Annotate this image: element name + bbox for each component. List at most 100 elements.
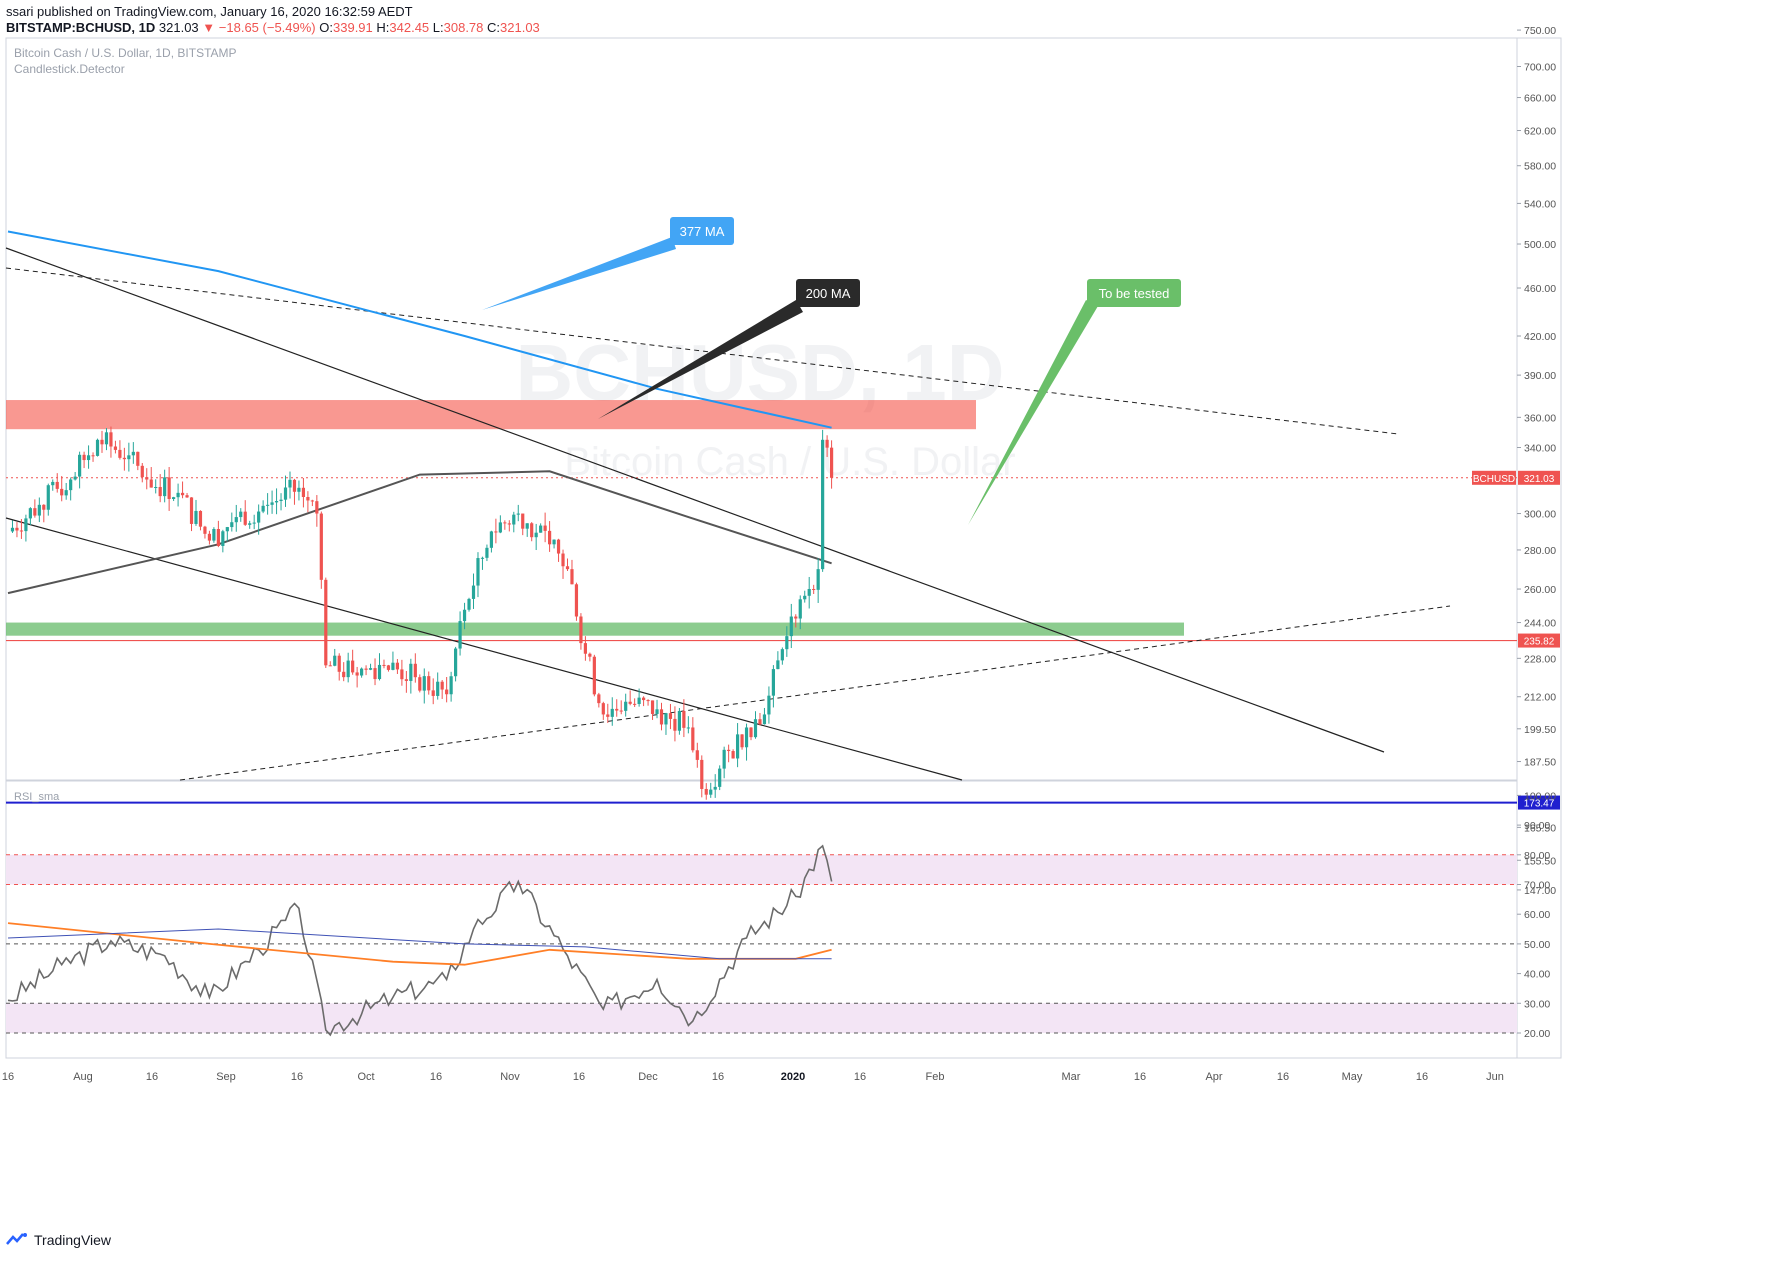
time-axis-label: Oct bbox=[357, 1071, 374, 1083]
price-axis-label: 750.00 bbox=[1524, 25, 1556, 37]
candle-body bbox=[807, 588, 811, 596]
price-axis-label: 580.00 bbox=[1524, 161, 1556, 173]
time-axis-label: 16 bbox=[1416, 1071, 1428, 1083]
candle-body bbox=[306, 496, 310, 501]
close-label: C: bbox=[487, 20, 501, 35]
publish-info: ssari published on TradingView.com, Janu… bbox=[6, 4, 413, 19]
candle-body bbox=[597, 694, 601, 704]
price-axis-label: 460.00 bbox=[1524, 283, 1556, 295]
ma-200-callout-pointer bbox=[598, 300, 803, 419]
candle-body bbox=[328, 665, 332, 667]
time-axis-label: Jun bbox=[1486, 1071, 1504, 1083]
candle-body bbox=[167, 477, 171, 499]
candle-body bbox=[274, 501, 279, 503]
price-axis-label: 660.00 bbox=[1524, 93, 1556, 105]
price-axis-label: 187.50 bbox=[1524, 757, 1556, 769]
candle-body bbox=[436, 681, 440, 696]
candle-body bbox=[606, 714, 610, 717]
candle-body bbox=[816, 569, 820, 590]
candle-body bbox=[42, 504, 46, 510]
rsi-axis-label: 100.00 bbox=[1524, 790, 1556, 802]
candle-body bbox=[498, 522, 502, 533]
candle-body bbox=[530, 523, 534, 538]
candle-body bbox=[507, 523, 511, 525]
candle-body bbox=[521, 513, 525, 529]
price-axis-frame bbox=[1516, 37, 1562, 1059]
candle-body bbox=[454, 648, 458, 677]
candle-body bbox=[319, 513, 323, 580]
candle-body bbox=[673, 718, 677, 731]
price-axis-label: 620.00 bbox=[1524, 126, 1556, 138]
candle-body bbox=[731, 751, 735, 759]
price-axis-label: 228.00 bbox=[1524, 653, 1556, 665]
candle-body bbox=[212, 529, 216, 541]
candle-body bbox=[198, 510, 203, 527]
candle-body bbox=[109, 432, 113, 447]
price-axis-label: 540.00 bbox=[1524, 198, 1556, 210]
rsi-axis-label: 90.00 bbox=[1524, 820, 1550, 832]
candle-body bbox=[37, 504, 41, 516]
price-axis-label: 260.00 bbox=[1524, 584, 1556, 596]
candle-body bbox=[180, 492, 185, 496]
time-axis-label: 16 bbox=[146, 1071, 158, 1083]
rsi-axis-label: 20.00 bbox=[1524, 1028, 1550, 1040]
candle-body bbox=[395, 662, 400, 670]
candle-body bbox=[650, 700, 655, 714]
candle-body bbox=[95, 439, 100, 456]
candle-body bbox=[82, 454, 86, 461]
candle-body bbox=[655, 709, 659, 714]
ohlc-line: BITSTAMP:BCHUSD, 1D 321.03 ▼ −18.65 (−5.… bbox=[6, 20, 540, 36]
price-axis-tag: 235.82 bbox=[1524, 637, 1555, 648]
candle-body bbox=[364, 668, 368, 670]
tradingview-footer[interactable]: TradingView bbox=[6, 1232, 111, 1248]
rsi-axis-label: 70.00 bbox=[1524, 880, 1550, 892]
price-axis-label: 360.00 bbox=[1524, 412, 1556, 424]
candle-body bbox=[789, 616, 793, 637]
candle-body bbox=[467, 598, 471, 610]
candle-body bbox=[100, 439, 104, 445]
price-axis-label: 199.50 bbox=[1524, 724, 1556, 736]
candle-body bbox=[51, 481, 55, 486]
time-axis-label: May bbox=[1342, 1071, 1363, 1083]
time-axis-label: 16 bbox=[1134, 1071, 1146, 1083]
candle-body bbox=[431, 690, 435, 696]
candle-body bbox=[570, 569, 574, 585]
candle-body bbox=[342, 671, 346, 678]
candle-body bbox=[615, 708, 619, 711]
publish-header: ssari published on TradingView.com, Janu… bbox=[6, 4, 540, 36]
time-axis-label: 16 bbox=[1277, 1071, 1289, 1083]
time-axis-label: 16 bbox=[430, 1071, 442, 1083]
candle-body bbox=[78, 454, 82, 477]
candle-body bbox=[749, 727, 753, 738]
candle-body bbox=[266, 504, 270, 506]
ma-377-line bbox=[7, 230, 832, 429]
candle-body bbox=[234, 517, 238, 523]
candle-body bbox=[422, 676, 426, 691]
symbol-price-tag: BCHUSD bbox=[1473, 474, 1515, 485]
rsi-long-sma-line bbox=[7, 928, 832, 960]
candle-body bbox=[154, 486, 158, 488]
candle-body bbox=[704, 788, 708, 795]
candle-body bbox=[301, 487, 306, 497]
candle-body bbox=[131, 451, 135, 456]
candle-body bbox=[261, 505, 265, 512]
candle-body bbox=[628, 701, 632, 704]
candle-body bbox=[762, 714, 767, 725]
candle-body bbox=[503, 522, 507, 524]
candle-body bbox=[221, 531, 225, 546]
candle-body bbox=[682, 710, 686, 728]
candle-body bbox=[333, 655, 337, 666]
candle-body bbox=[15, 527, 19, 531]
candle-body bbox=[418, 677, 422, 691]
price-axis-label: 300.00 bbox=[1524, 509, 1556, 521]
candle-body bbox=[113, 446, 118, 450]
candle-body bbox=[315, 501, 319, 514]
price-axis-label: 700.00 bbox=[1524, 61, 1556, 73]
candle-body bbox=[619, 710, 623, 712]
support-zone bbox=[6, 622, 1184, 636]
candle-body bbox=[462, 609, 467, 622]
candle-body bbox=[189, 497, 194, 524]
candle-body bbox=[534, 532, 538, 538]
rsi-axis-label: 60.00 bbox=[1524, 909, 1550, 921]
